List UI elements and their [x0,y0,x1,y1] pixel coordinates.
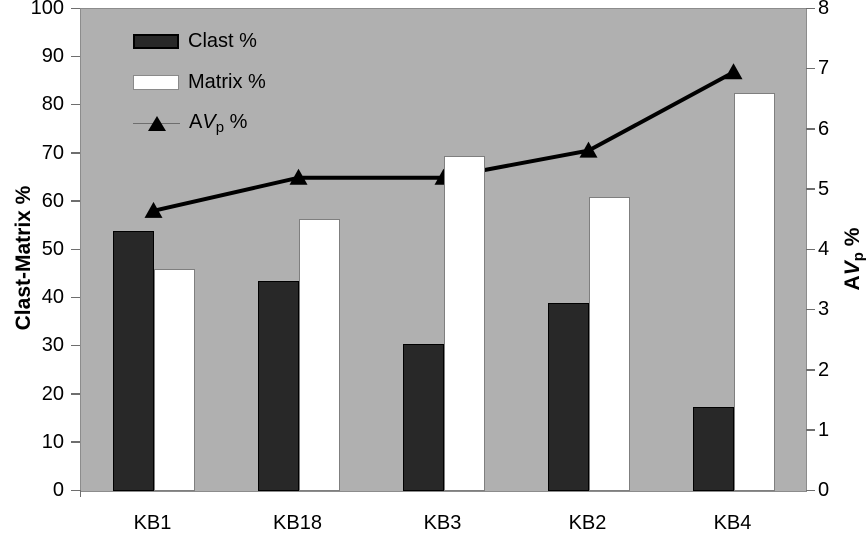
right-axis-tick [806,188,815,190]
left-axis-tick [71,152,80,154]
bar-matrix-KB2 [588,196,630,491]
legend-item-avp: AVp % [133,111,266,136]
left-axis-tick [71,344,80,347]
legend-item-clast: Clast % [133,30,266,52]
left-axis-tick-label: 0 [52,479,64,501]
right-axis-tick [806,7,815,9]
left-axis-tick [71,7,80,9]
x-axis-label-KB18: KB18 [273,512,322,534]
right-axis-tick [806,308,815,311]
right-axis-tick-label: 6 [818,117,830,140]
right-axis-tick-label: 2 [818,358,830,381]
triangle-marker-icon [133,115,180,132]
right-axis-tick [806,489,815,491]
x-axis-label-KB4: KB4 [713,512,752,534]
left-axis-tick [71,441,80,443]
bar-matrix-KB4 [733,93,775,491]
left-axis-tick [71,55,80,58]
right-axis-tick-label: 5 [818,177,830,200]
x-axis-label-KB2: KB2 [568,512,607,534]
right-axis-tick [806,128,815,130]
left-axis-tick [71,393,80,395]
bar-matrix-KB3 [443,156,485,491]
matrix-swatch-icon [133,75,179,90]
right-axis-title-suffix: % [841,227,864,253]
right-axis-title-prefix: A [841,275,864,291]
left-axis-tick-label: 90 [41,45,64,68]
left-axis-tick-label: 50 [41,238,64,260]
right-axis-title-sub: p [850,252,866,262]
right-axis-tick-label: 3 [818,298,830,321]
right-axis-tick-label: 7 [818,57,830,80]
bar-clast-KB3 [402,344,444,491]
bar-clast-KB4 [692,406,734,491]
bar-clast-KB18 [257,281,299,491]
avp-marker-KB1 [144,201,163,218]
left-axis-tick-label: 70 [41,141,64,164]
right-axis-tick-label: 0 [818,479,830,501]
right-axis-tick-label: 1 [818,418,830,441]
plot-area: Clast % Matrix % AVp % [80,8,807,492]
left-axis-tick [71,296,80,299]
right-axis-tick [806,67,815,70]
right-axis-tick-label: 8 [818,0,830,19]
left-axis-tick-label: 10 [41,430,64,453]
left-axis-tick [71,489,80,491]
avp-marker-KB18 [289,168,308,185]
legend-item-matrix: Matrix % [133,71,266,93]
legend-label-clast: Clast % [188,30,257,52]
x-axis-label-KB3: KB3 [423,512,462,534]
right-axis-title-italic: V [841,261,864,276]
left-axis-tick [71,248,80,250]
left-axis-tick-label: 40 [41,286,64,309]
left-axis-tick-label: 100 [30,0,64,19]
right-axis-tick-label: 4 [818,238,830,260]
left-axis-tick-label: 30 [41,334,64,357]
avp-marker-KB2 [579,141,598,158]
left-axis-tick-label: 80 [41,93,64,116]
bar-clast-KB1 [112,230,154,491]
legend: Clast % Matrix % AVp % [133,30,266,156]
bar-matrix-KB18 [298,218,340,491]
bar-clast-KB2 [547,303,589,491]
x-axis-label-KB1: KB1 [133,512,172,534]
avp-marker-KB4 [724,63,743,80]
right-axis-tick [806,429,815,431]
left-axis-tick [71,200,80,202]
bar-matrix-KB1 [153,269,195,491]
legend-label-matrix: Matrix % [188,71,266,93]
clast-swatch-icon [133,34,179,49]
right-axis-title: AVp % [841,179,866,339]
right-axis-tick [806,248,815,250]
left-axis-tick [71,103,80,106]
x-axis-corner-tick [79,490,81,497]
right-axis-tick [806,369,815,371]
legend-label-avp: AVp % [189,111,248,136]
left-axis-tick-label: 60 [41,189,64,212]
left-axis-tick-label: 20 [41,382,64,405]
